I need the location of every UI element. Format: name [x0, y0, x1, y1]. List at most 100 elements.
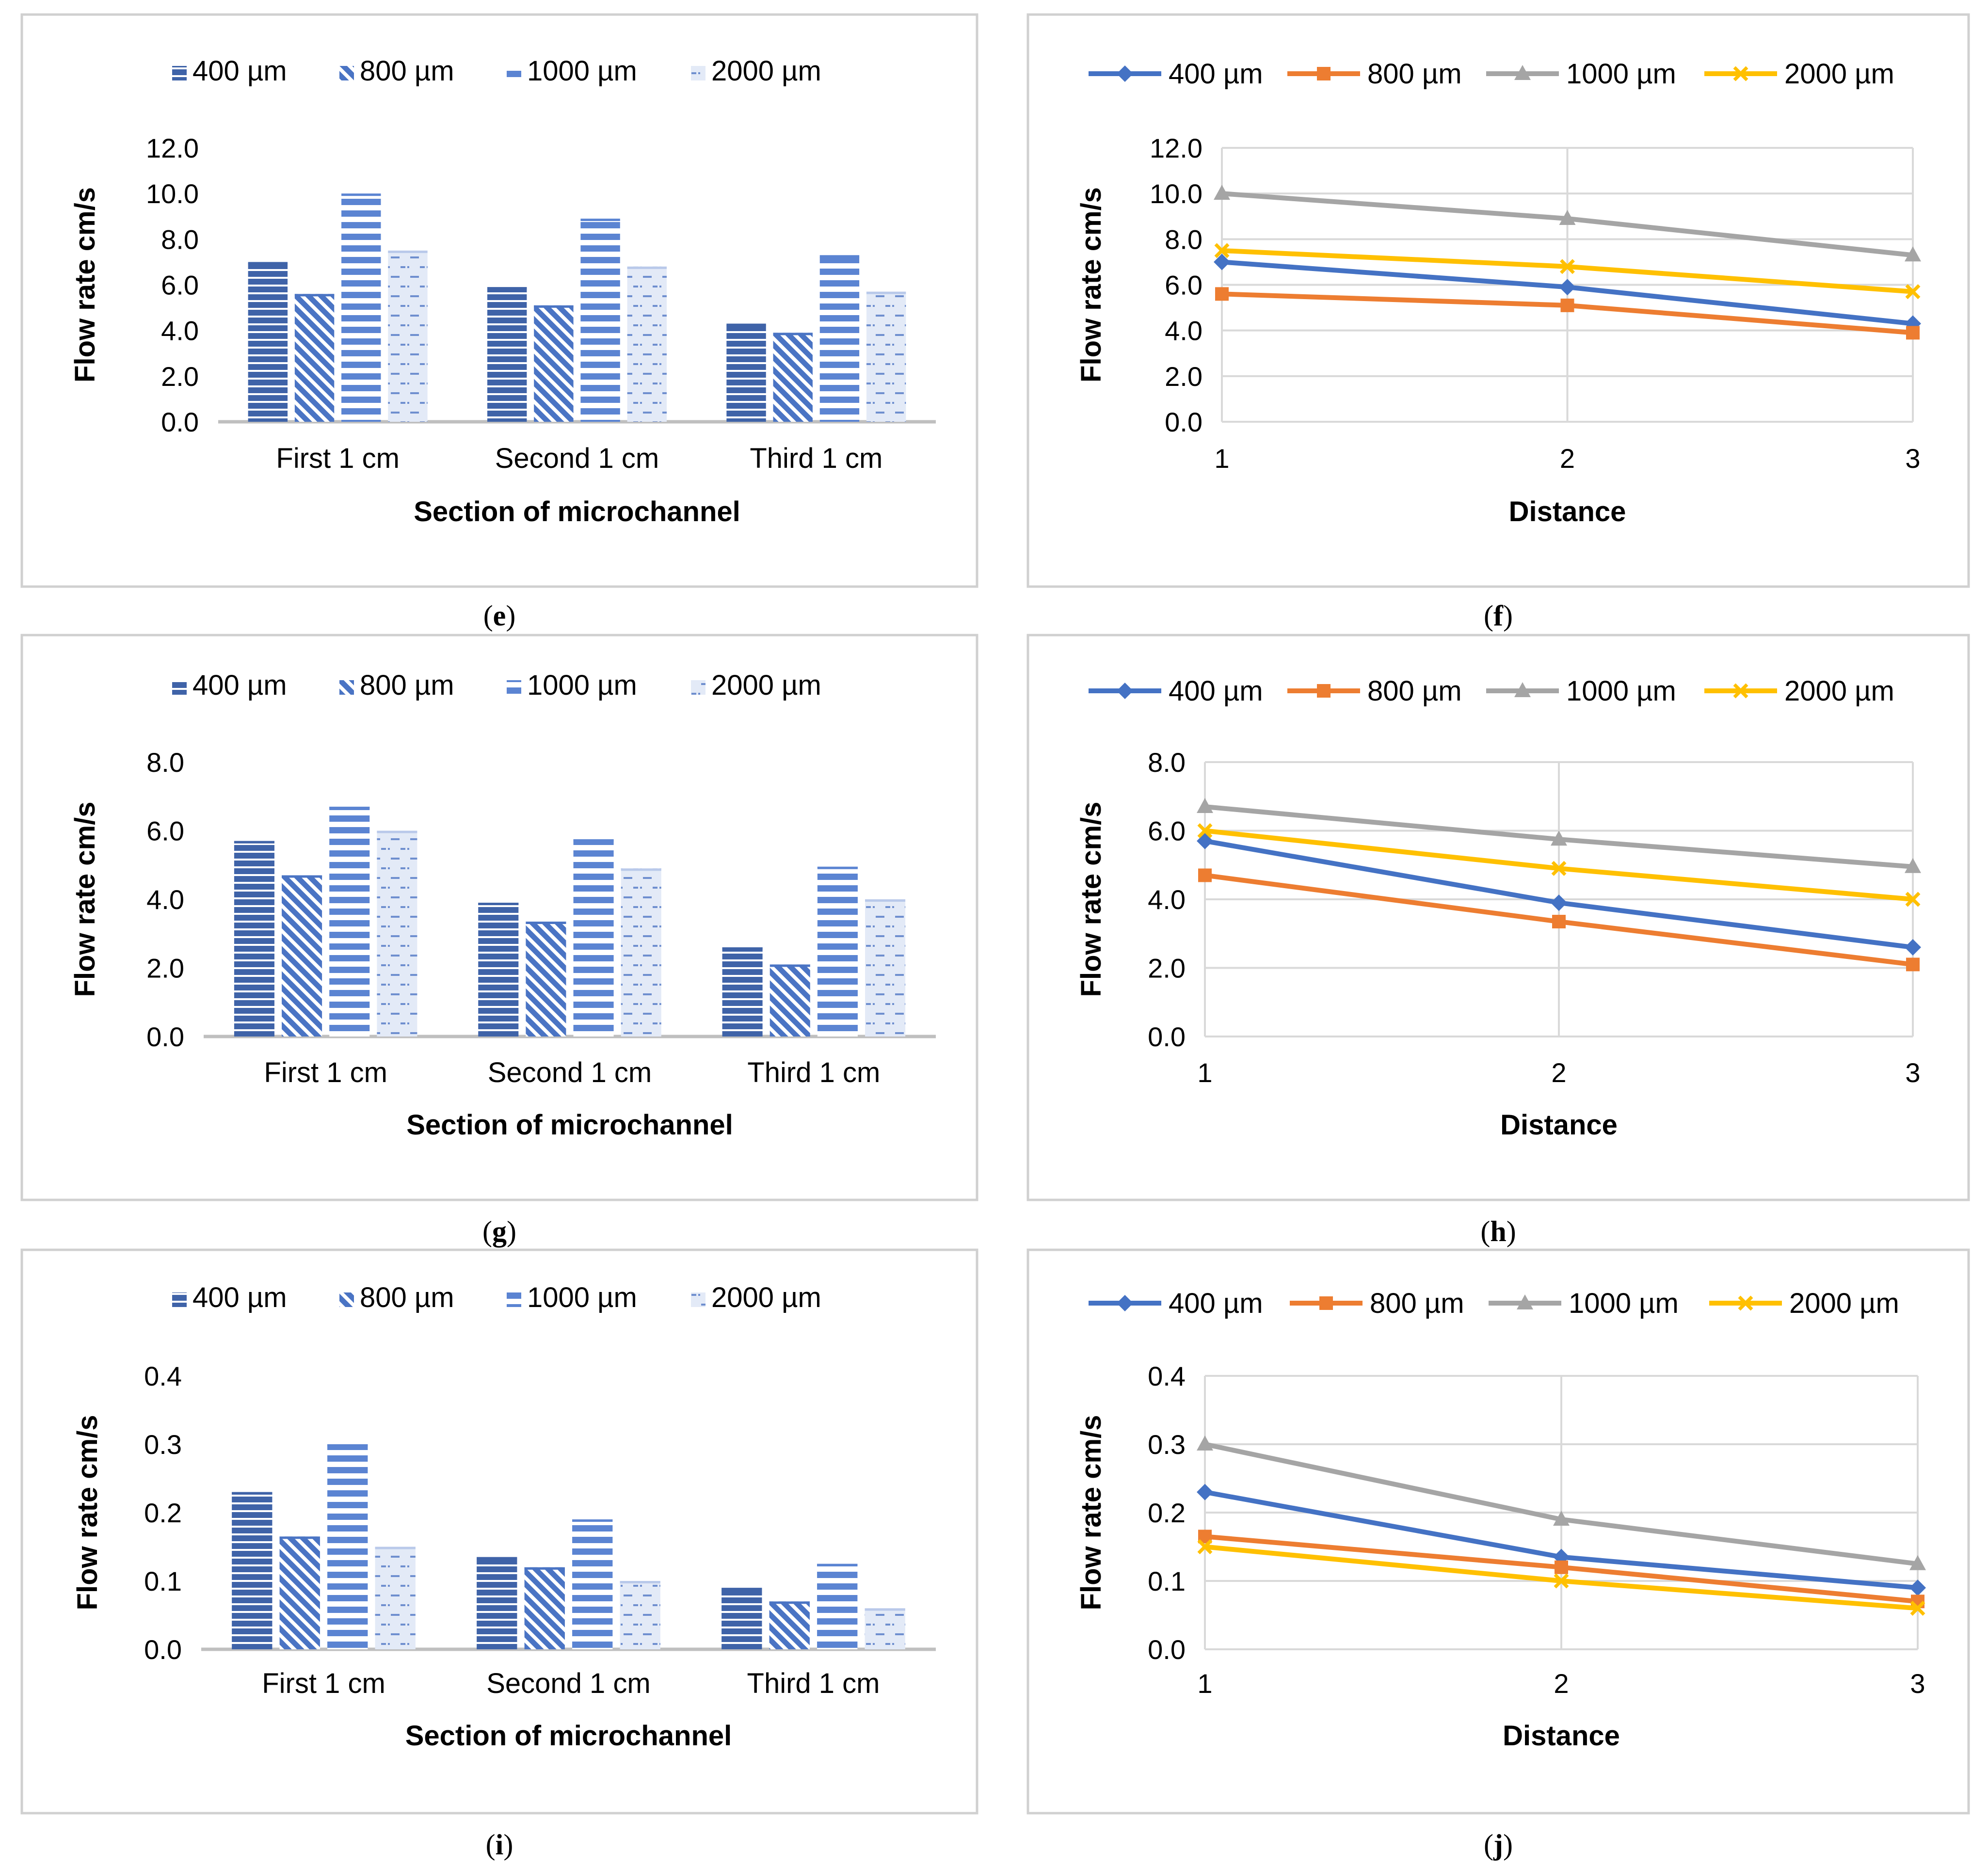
bar: [279, 1536, 320, 1649]
legend-swatch: [507, 1292, 521, 1307]
x-tick-label: 3: [1905, 1057, 1920, 1088]
legend-marker: [1317, 684, 1331, 698]
data-point: [1197, 797, 1213, 813]
data-point: [1555, 1560, 1568, 1574]
legend-label: 400 µm: [1169, 675, 1263, 707]
data-point: [1906, 326, 1920, 340]
bar: [773, 333, 813, 422]
y-tick-label: 0.1: [1148, 1566, 1186, 1596]
y-axis-title: Flow rate cm/s: [72, 1415, 103, 1611]
bar: [377, 830, 417, 1037]
legend-swatch: [691, 66, 705, 80]
legend-marker: [1319, 1296, 1333, 1310]
chart-frame: [1026, 13, 1970, 588]
bar-cap: [327, 1444, 368, 1447]
bar: [234, 841, 274, 1037]
x-tick-label: 1: [1197, 1668, 1212, 1699]
y-axis-title: Flow rate cm/s: [1075, 1415, 1107, 1611]
legend-label: 2000 µm: [711, 55, 821, 87]
x-category-label: First 1 cm: [276, 443, 400, 474]
panel-caption: (j): [1484, 1829, 1513, 1861]
x-category-label: Third 1 cm: [750, 443, 882, 474]
bar: [232, 1492, 273, 1649]
legend-label: 1000 µm: [1569, 1288, 1679, 1319]
y-tick-label: 4.0: [1165, 316, 1202, 346]
bar: [817, 866, 858, 1037]
legend-label: 800 µm: [360, 1282, 454, 1313]
bar: [865, 899, 906, 1037]
legend-marker: [1514, 65, 1531, 80]
x-category-label: First 1 cm: [264, 1057, 387, 1088]
legend-marker: [1738, 1295, 1753, 1311]
bar-cap: [817, 866, 858, 869]
y-tick-label: 0.0: [1148, 1634, 1186, 1665]
data-point: [1552, 914, 1566, 928]
bar: [866, 291, 906, 422]
data-point: [1560, 259, 1575, 274]
legend-label: 800 µm: [360, 670, 454, 701]
y-axis-title: Flow rate cm/s: [1075, 187, 1107, 383]
y-tick-label: 2.0: [1148, 953, 1186, 984]
data-point: [1905, 858, 1921, 873]
x-tick-label: 2: [1560, 443, 1575, 474]
panel-i: 0.0 0.1 0.2 0.3 0.4 Flow rate cm/s Section of …: [20, 1248, 978, 1861]
legend-label: 2000 µm: [1789, 1288, 1899, 1319]
data-point: [1909, 1555, 1926, 1570]
legend-swatch: [507, 66, 521, 80]
legend-label: 1000 µm: [1566, 58, 1676, 90]
legend-swatch: [172, 680, 187, 695]
bar-cap: [279, 1536, 320, 1539]
y-tick-label: 12.0: [146, 133, 199, 163]
bar: [282, 875, 322, 1037]
legend-swatch: [691, 680, 705, 695]
panel-caption: (e): [483, 600, 516, 632]
chart-frame: [20, 1248, 978, 1815]
bar-cap: [726, 323, 766, 326]
y-tick-label: 4.0: [1148, 884, 1186, 915]
legend-swatch: [172, 66, 187, 80]
legend-label: 400 µm: [192, 670, 287, 701]
panel-h: 0.0 2.0 4.0 6.0 8.0 Flow rate cm/s Distance (h)…: [1026, 634, 1970, 1247]
bar: [721, 1588, 762, 1649]
legend-label: 2000 µm: [1784, 58, 1894, 90]
legend-swatch: [691, 1292, 705, 1307]
x-tick-label: 2: [1554, 1668, 1569, 1699]
panel-j: 0.0 0.1 0.2 0.3 0.4 Flow rate cm/s Distance (j)…: [1026, 1248, 1970, 1861]
legend-label: 1000 µm: [1566, 675, 1676, 707]
x-tick-label: 3: [1910, 1668, 1925, 1699]
panel-g: 0.0 2.0 4.0 6.0 8.0 Flow rate cm/s Section of …: [20, 634, 978, 1247]
legend-swatch: [172, 1292, 187, 1307]
y-tick-label: 10.0: [146, 178, 199, 209]
bar-cap: [770, 964, 810, 967]
legend-marker: [1733, 66, 1748, 81]
x-tick-label: 1: [1197, 1057, 1212, 1088]
y-tick-label: 4.0: [161, 316, 199, 346]
panel-caption-letter: h: [1490, 1215, 1506, 1247]
y-tick-label: 0.2: [144, 1498, 182, 1528]
bar-cap: [627, 266, 667, 269]
y-tick-label: 8.0: [161, 224, 199, 255]
panel-caption-letter: f: [1493, 600, 1504, 632]
bar-cap: [580, 218, 620, 221]
legend-label: 2000 µm: [711, 670, 821, 701]
bar: [526, 921, 566, 1037]
bar: [524, 1567, 565, 1649]
bar-cap: [524, 1567, 565, 1570]
x-category-label: Third 1 cm: [747, 1057, 880, 1088]
panel-caption: (h): [1480, 1215, 1516, 1247]
bar: [817, 1563, 858, 1649]
bar: [248, 262, 288, 422]
legend-label: 1000 µm: [527, 670, 637, 701]
legend-label: 800 µm: [1367, 675, 1462, 707]
data-point: [1551, 861, 1567, 876]
bar: [620, 1581, 660, 1649]
x-tick-label: 2: [1551, 1057, 1566, 1088]
bar-cap: [817, 1563, 858, 1566]
y-tick-label: 0.3: [144, 1429, 182, 1460]
legend-marker: [1117, 683, 1133, 699]
bar: [534, 305, 574, 422]
y-tick-label: 0.1: [144, 1566, 182, 1596]
bar-cap: [526, 921, 566, 924]
legend-label: 2000 µm: [1784, 675, 1894, 707]
